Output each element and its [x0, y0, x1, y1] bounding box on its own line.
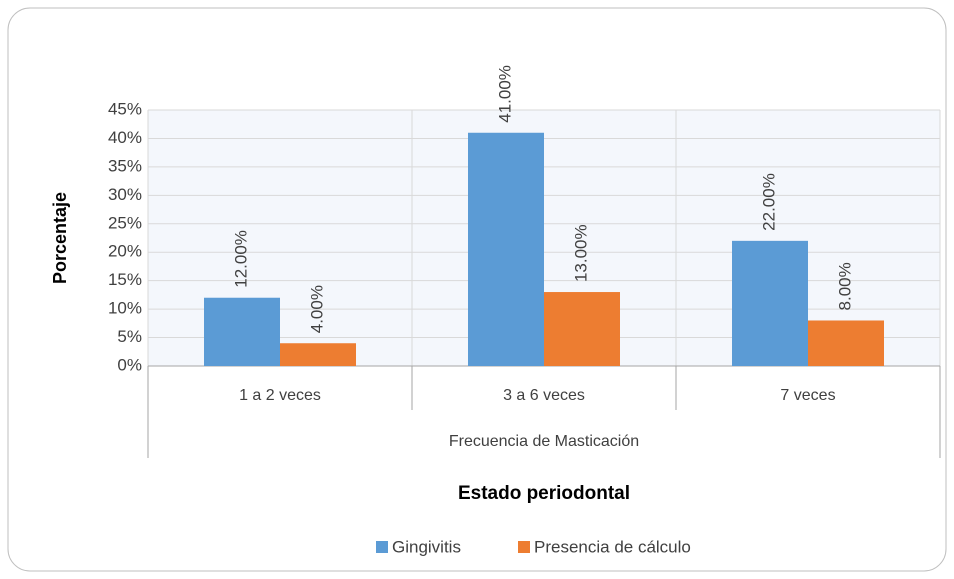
y-tick-label: 25%: [108, 213, 142, 232]
y-tick-label: 40%: [108, 128, 142, 147]
x-axis-title: Estado periodontal: [458, 483, 630, 504]
data-label: 12.00%: [231, 230, 250, 288]
legend-label: Gingivitis: [392, 537, 461, 556]
y-axis-title: Porcentaje: [50, 192, 70, 284]
y-tick-label: 15%: [108, 270, 142, 289]
y-tick-label: 10%: [108, 299, 142, 318]
x-tick-label: 1 a 2 veces: [239, 387, 321, 404]
legend-swatch: [376, 541, 388, 553]
y-tick-label: 5%: [117, 327, 142, 346]
y-tick-label: 30%: [108, 185, 142, 204]
bar: [204, 297, 280, 366]
x-tick-label: 3 a 6 veces: [503, 387, 585, 404]
bar: [732, 240, 808, 366]
bar: [280, 343, 356, 366]
category-group-label: Frecuencia de Masticación: [449, 433, 639, 450]
data-label: 41.00%: [495, 65, 514, 123]
legend-label: Presencia de cálculo: [534, 537, 691, 556]
data-label: 13.00%: [571, 224, 590, 282]
x-tick-label: 7 veces: [780, 387, 835, 404]
bar: [468, 132, 544, 366]
legend-swatch: [518, 541, 530, 553]
data-label: 8.00%: [835, 262, 854, 310]
y-tick-label: 20%: [108, 242, 142, 261]
data-label: 4.00%: [307, 285, 326, 333]
bar: [544, 292, 620, 366]
data-label: 22.00%: [759, 173, 778, 231]
y-tick-label: 0%: [117, 355, 142, 374]
y-tick-label: 45%: [108, 99, 142, 118]
y-tick-label: 35%: [108, 156, 142, 175]
bar: [808, 320, 884, 366]
